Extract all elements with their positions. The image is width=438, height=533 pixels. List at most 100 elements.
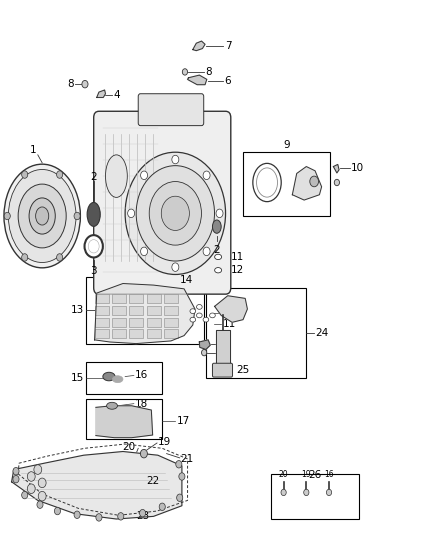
Ellipse shape bbox=[85, 235, 103, 257]
Ellipse shape bbox=[18, 184, 66, 248]
Ellipse shape bbox=[190, 317, 196, 322]
Circle shape bbox=[13, 475, 19, 483]
Text: 8: 8 bbox=[205, 67, 212, 77]
Polygon shape bbox=[187, 75, 207, 85]
Circle shape bbox=[21, 171, 28, 178]
Bar bbox=[112, 329, 126, 338]
Circle shape bbox=[74, 511, 80, 519]
Bar bbox=[164, 318, 178, 327]
Bar bbox=[130, 306, 144, 315]
Text: 26: 26 bbox=[308, 470, 321, 480]
Circle shape bbox=[159, 503, 165, 511]
Circle shape bbox=[182, 69, 187, 75]
Text: 2: 2 bbox=[90, 172, 97, 182]
Polygon shape bbox=[12, 451, 182, 519]
Bar bbox=[130, 294, 144, 303]
Circle shape bbox=[141, 247, 148, 256]
Bar bbox=[86, 277, 204, 344]
Ellipse shape bbox=[8, 169, 76, 263]
Circle shape bbox=[74, 212, 80, 220]
Ellipse shape bbox=[113, 376, 123, 383]
Bar bbox=[206, 288, 306, 378]
Bar bbox=[112, 306, 126, 315]
Ellipse shape bbox=[87, 203, 100, 227]
Text: 7: 7 bbox=[225, 41, 231, 51]
Text: 3: 3 bbox=[90, 266, 97, 276]
Circle shape bbox=[125, 152, 226, 274]
Circle shape bbox=[38, 491, 46, 501]
Ellipse shape bbox=[4, 164, 81, 268]
Ellipse shape bbox=[103, 372, 115, 381]
Bar bbox=[147, 294, 161, 303]
Circle shape bbox=[161, 196, 189, 230]
Circle shape bbox=[176, 461, 182, 468]
Circle shape bbox=[172, 263, 179, 271]
Ellipse shape bbox=[190, 309, 196, 313]
Ellipse shape bbox=[88, 240, 99, 253]
FancyBboxPatch shape bbox=[212, 364, 233, 377]
Circle shape bbox=[216, 209, 223, 217]
FancyBboxPatch shape bbox=[94, 111, 231, 294]
Text: 1: 1 bbox=[30, 144, 37, 155]
Circle shape bbox=[141, 171, 148, 180]
Text: 12: 12 bbox=[223, 308, 236, 318]
Polygon shape bbox=[97, 90, 106, 98]
Text: 8: 8 bbox=[224, 348, 230, 358]
Circle shape bbox=[34, 465, 42, 474]
Text: 18: 18 bbox=[135, 399, 148, 409]
Text: 23: 23 bbox=[136, 511, 149, 521]
Circle shape bbox=[304, 489, 309, 496]
Circle shape bbox=[177, 494, 183, 502]
Circle shape bbox=[136, 166, 215, 261]
Bar bbox=[272, 474, 359, 519]
Text: 4: 4 bbox=[113, 90, 120, 100]
Circle shape bbox=[326, 489, 332, 496]
Bar bbox=[164, 306, 178, 315]
Circle shape bbox=[179, 473, 185, 480]
Text: 14: 14 bbox=[180, 276, 193, 285]
Text: 8: 8 bbox=[67, 79, 74, 89]
Circle shape bbox=[4, 212, 11, 220]
Bar bbox=[86, 399, 162, 439]
Circle shape bbox=[54, 507, 60, 515]
Bar bbox=[95, 306, 109, 315]
Ellipse shape bbox=[29, 198, 55, 234]
Ellipse shape bbox=[197, 313, 202, 318]
Bar bbox=[86, 362, 162, 394]
Polygon shape bbox=[292, 166, 321, 200]
Circle shape bbox=[310, 176, 318, 187]
Circle shape bbox=[21, 491, 28, 499]
Text: 20: 20 bbox=[122, 442, 135, 452]
Polygon shape bbox=[215, 296, 247, 322]
Text: 17: 17 bbox=[177, 416, 190, 426]
Bar bbox=[95, 318, 109, 327]
Text: 21: 21 bbox=[180, 454, 194, 464]
Ellipse shape bbox=[106, 155, 127, 197]
Circle shape bbox=[21, 254, 28, 261]
Text: 10: 10 bbox=[351, 163, 364, 173]
Bar bbox=[130, 329, 144, 338]
Text: 9: 9 bbox=[283, 140, 290, 150]
Text: 16: 16 bbox=[135, 370, 148, 381]
Circle shape bbox=[38, 478, 46, 488]
Circle shape bbox=[57, 254, 63, 261]
Ellipse shape bbox=[210, 313, 215, 318]
Circle shape bbox=[201, 350, 207, 356]
Text: 19: 19 bbox=[301, 470, 311, 479]
Bar bbox=[112, 294, 126, 303]
Text: 19: 19 bbox=[158, 437, 171, 447]
Circle shape bbox=[334, 179, 339, 185]
Bar bbox=[243, 152, 330, 216]
Polygon shape bbox=[215, 330, 230, 373]
Circle shape bbox=[203, 247, 210, 256]
Ellipse shape bbox=[212, 220, 221, 233]
Text: 20: 20 bbox=[279, 470, 289, 479]
FancyBboxPatch shape bbox=[138, 94, 204, 126]
Circle shape bbox=[96, 514, 102, 521]
Ellipse shape bbox=[215, 268, 222, 273]
Circle shape bbox=[140, 510, 146, 517]
Polygon shape bbox=[95, 284, 195, 344]
Text: 11: 11 bbox=[223, 319, 236, 329]
Circle shape bbox=[13, 467, 19, 475]
Bar bbox=[147, 329, 161, 338]
